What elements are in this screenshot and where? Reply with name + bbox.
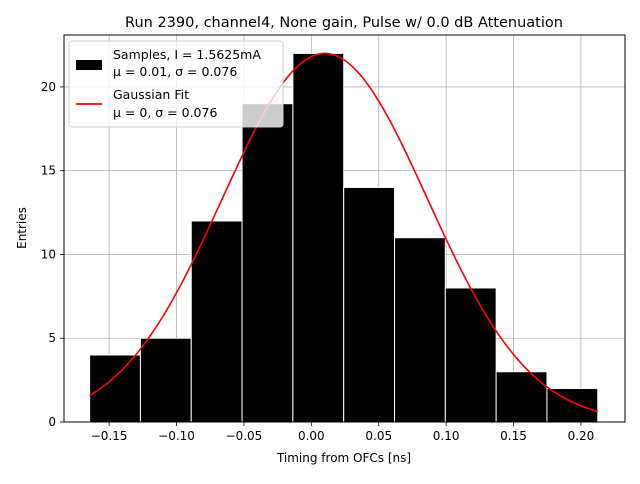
y-tick-label: 5 — [48, 331, 56, 345]
x-tick-label: −0.15 — [91, 429, 128, 443]
y-axis-label: Entries — [15, 207, 29, 249]
histogram-bar — [394, 237, 446, 423]
legend-samples-stats: μ = 0.01, σ = 0.076 — [113, 64, 237, 79]
x-tick-label: −0.10 — [158, 429, 195, 443]
histogram-bar — [444, 287, 497, 423]
x-axis-ticks: −0.15 −0.10 −0.05 0.00 0.05 0.10 0.15 0.20 — [91, 422, 595, 443]
histogram-bar — [139, 337, 192, 423]
x-tick-label: −0.05 — [226, 429, 263, 443]
histogram-bar — [546, 387, 599, 423]
y-tick-label: 20 — [41, 80, 56, 94]
y-axis-ticks: 0 5 10 15 20 — [41, 80, 64, 429]
y-tick-label: 0 — [48, 415, 56, 429]
legend-fit-stats: μ = 0, σ = 0.076 — [113, 105, 217, 120]
gaussian-fit-line — [89, 52, 598, 413]
x-tick-label: 0.15 — [500, 429, 527, 443]
legend-samples-label: Samples, I = 1.5625mA — [113, 47, 261, 62]
x-tick-label: 0.00 — [298, 429, 325, 443]
histogram-bar — [190, 220, 243, 423]
legend: Samples, I = 1.5625mA μ = 0.01, σ = 0.07… — [68, 40, 284, 128]
chart-title: Run 2390, channel4, None gain, Pulse w/ … — [125, 15, 563, 31]
x-tick-label: 0.05 — [365, 429, 392, 443]
histogram-bar — [89, 354, 141, 423]
histogram-bar — [292, 52, 345, 423]
histogram-bar — [241, 103, 294, 423]
legend-box — [68, 40, 284, 128]
y-tick-label: 10 — [41, 247, 56, 261]
gaussian-fit — [89, 52, 598, 413]
histogram-bar — [343, 186, 396, 423]
legend-histogram-swatch — [76, 60, 102, 70]
x-axis-label: Timing from OFCs [ns] — [276, 451, 411, 465]
plot-frame — [63, 34, 626, 423]
x-tick-label: 0.10 — [433, 429, 460, 443]
legend-fit-label: Gaussian Fit — [113, 87, 189, 102]
histogram-bar — [495, 371, 548, 423]
x-tick-label: 0.20 — [568, 429, 595, 443]
y-tick-label: 15 — [41, 164, 56, 178]
histogram-bars — [89, 52, 599, 423]
